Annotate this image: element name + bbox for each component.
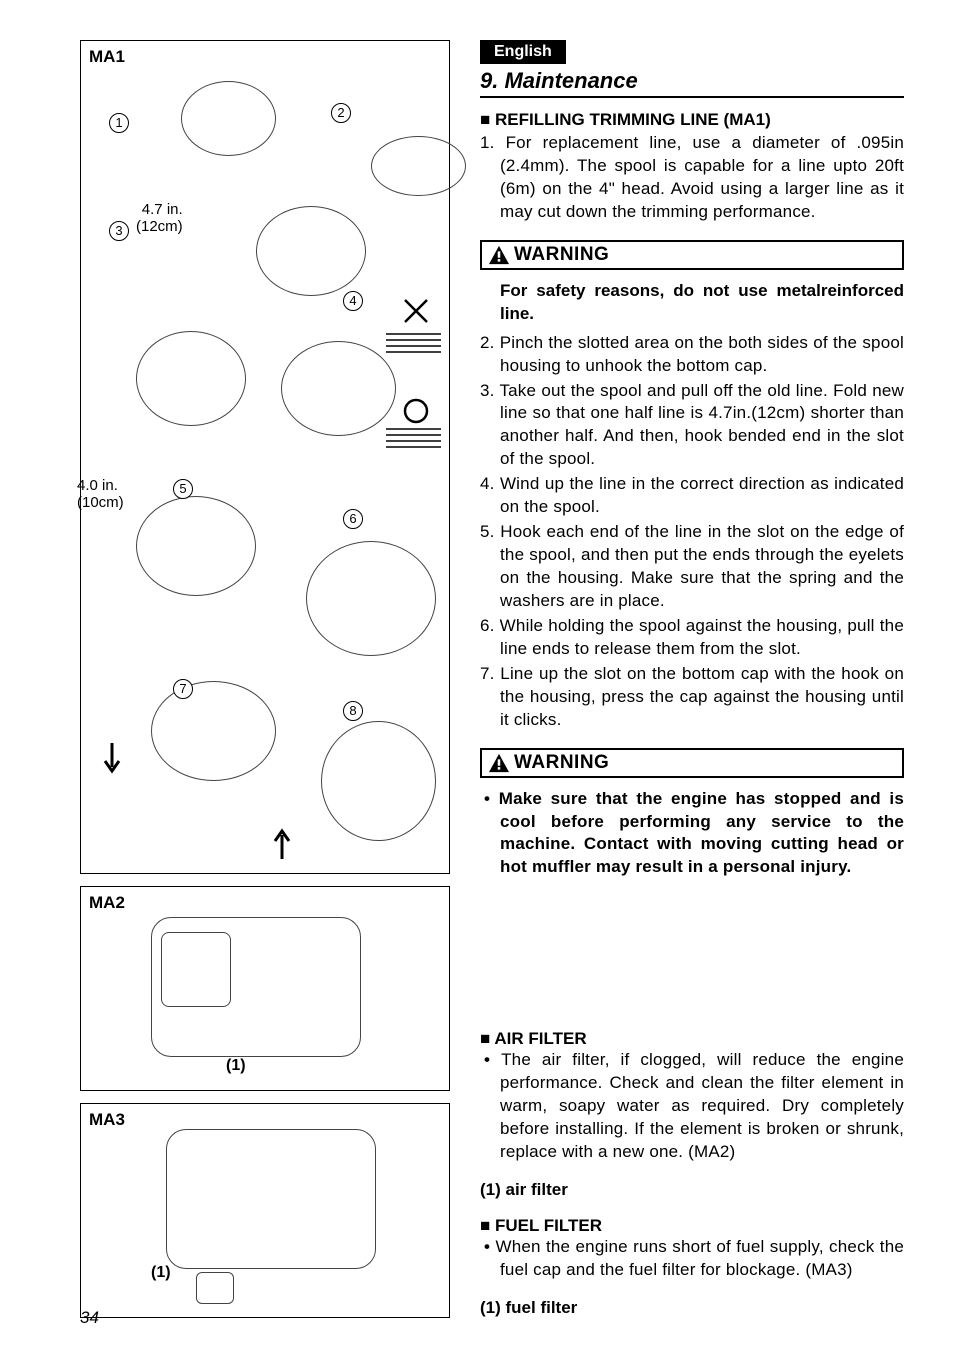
fuel-ref: (1) fuel filter xyxy=(480,1298,904,1318)
spacer xyxy=(480,881,904,1025)
dim-label-1: 4.7 in. (12cm) xyxy=(136,201,183,236)
callout-5: 5 xyxy=(173,479,193,499)
diagram-ma1-label: MA1 xyxy=(89,47,125,67)
arrow-down-icon xyxy=(101,741,123,781)
callout-4: 4 xyxy=(343,291,363,311)
lines-icon xyxy=(386,331,441,357)
sketch-shape xyxy=(151,681,276,781)
diagram-ma3: MA3 (1) xyxy=(80,1103,450,1318)
diagram-ma2-label: MA2 xyxy=(89,893,125,913)
steps-list-part2: 2. Pinch the slotted area on the both si… xyxy=(480,332,904,734)
callout-6: 6 xyxy=(343,509,363,529)
diagrams-column: MA1 1 2 3 4 5 6 7 8 4.7 in. (12cm) xyxy=(80,40,450,1318)
heading-refill: REFILLING TRIMMING LINE (MA1) xyxy=(480,110,904,130)
sketch-shape xyxy=(371,136,466,196)
diagram-ma1: MA1 1 2 3 4 5 6 7 8 4.7 in. (12cm) xyxy=(80,40,450,874)
language-badge: English xyxy=(480,40,566,64)
warning-2-list: Make sure that the engine has stopped an… xyxy=(480,788,904,882)
section-title: 9. Maintenance xyxy=(480,64,904,98)
x-mark-icon xyxy=(401,296,431,326)
page: MA1 1 2 3 4 5 6 7 8 4.7 in. (12cm) xyxy=(80,40,904,1318)
step-6: 6. While holding the spool against the h… xyxy=(480,615,904,661)
step-1: 1. For replacement line, use a diameter … xyxy=(480,132,904,224)
callout-2: 2 xyxy=(331,103,351,123)
sketch-shape xyxy=(166,1129,376,1269)
callout-3: 3 xyxy=(109,221,129,241)
warning-label-1: WARNING xyxy=(514,244,609,266)
warning-triangle-icon xyxy=(488,245,510,265)
step-5: 5. Hook each end of the line in the slot… xyxy=(480,521,904,613)
warning-2-bullet: Make sure that the engine has stopped an… xyxy=(480,788,904,880)
callout-8: 8 xyxy=(343,701,363,721)
air-bullet: The air filter, if clogged, will reduce … xyxy=(480,1049,904,1164)
lines-icon xyxy=(386,426,441,452)
sketch-shape xyxy=(181,81,276,156)
arrow-up-icon xyxy=(271,821,293,861)
sketch-shape xyxy=(161,932,231,1007)
sketch-shape xyxy=(136,496,256,596)
step-2: 2. Pinch the slotted area on the both si… xyxy=(480,332,904,378)
sketch-shape xyxy=(196,1272,234,1304)
step-4: 4. Wind up the line in the correct direc… xyxy=(480,473,904,519)
dim1b-text: (12cm) xyxy=(136,218,183,235)
sketch-shape xyxy=(136,331,246,426)
warning-box-2: WARNING xyxy=(480,748,904,778)
dim2b-text: (10cm) xyxy=(77,494,124,511)
diagram-ma3-ref: (1) xyxy=(151,1264,171,1282)
air-ref: (1) air filter xyxy=(480,1180,904,1200)
warning-box-1: WARNING xyxy=(480,240,904,270)
step-7: 7. Line up the slot on the bottom cap wi… xyxy=(480,663,904,732)
diagram-ma2-ref: (1) xyxy=(226,1057,246,1075)
fuel-bullet: When the engine runs short of fuel suppl… xyxy=(480,1236,904,1282)
sketch-shape xyxy=(306,541,436,656)
fuel-list: When the engine runs short of fuel suppl… xyxy=(480,1236,904,1284)
steps-list-part1: 1. For replacement line, use a diameter … xyxy=(480,132,904,226)
warning-1-note: For safety reasons, do not use metalrein… xyxy=(480,280,904,326)
page-number: 34 xyxy=(80,1308,99,1328)
heading-air: AIR FILTER xyxy=(480,1029,904,1049)
warning-label-2: WARNING xyxy=(514,752,609,774)
header-block: English 9. Maintenance xyxy=(480,40,904,106)
dim2-text: 4.0 in. xyxy=(77,477,118,494)
air-list: The air filter, if clogged, will reduce … xyxy=(480,1049,904,1166)
callout-7: 7 xyxy=(173,679,193,699)
o-mark-icon xyxy=(401,396,431,426)
dim1-text: 4.7 in. xyxy=(142,201,183,218)
warning-triangle-icon xyxy=(488,753,510,773)
text-column: English 9. Maintenance REFILLING TRIMMIN… xyxy=(480,40,904,1318)
diagram-ma2: MA2 (1) xyxy=(80,886,450,1091)
heading-fuel: FUEL FILTER xyxy=(480,1216,904,1236)
sketch-shape xyxy=(256,206,366,296)
diagram-ma3-label: MA3 xyxy=(89,1110,125,1130)
step-3: 3. Take out the spool and pull off the o… xyxy=(480,380,904,472)
sketch-shape xyxy=(281,341,396,436)
callout-1: 1 xyxy=(109,113,129,133)
sketch-shape xyxy=(321,721,436,841)
dim-label-2: 4.0 in. (10cm) xyxy=(77,477,124,512)
